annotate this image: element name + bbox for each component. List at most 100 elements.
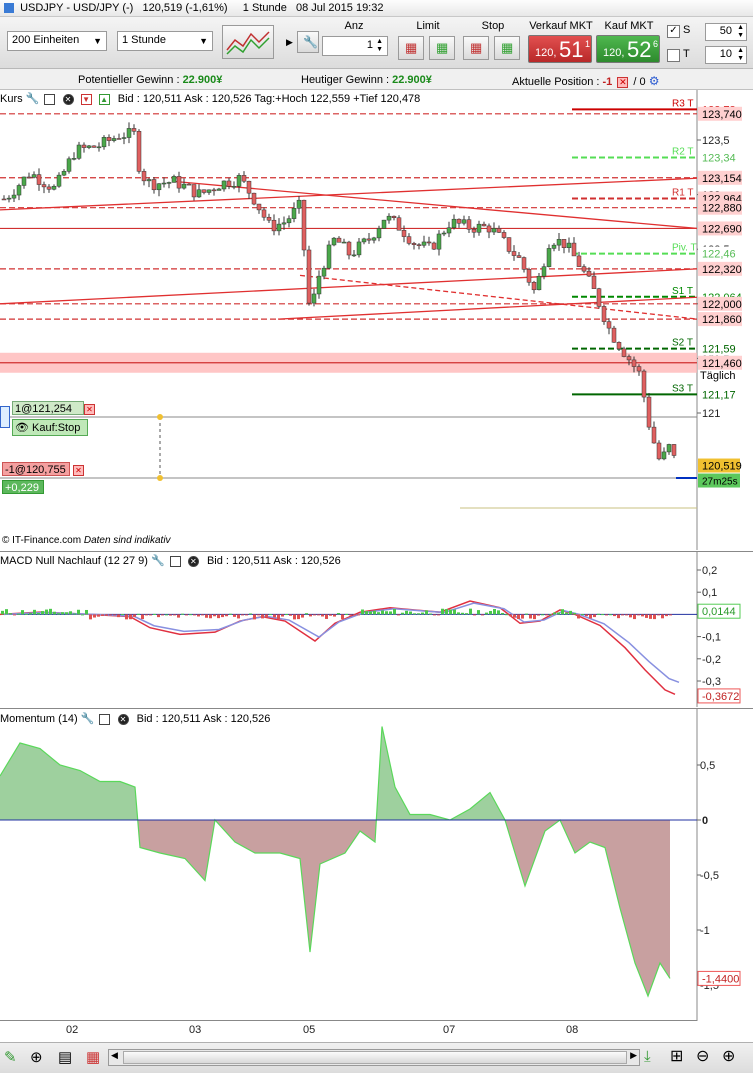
stop-sell-icon: ▦ xyxy=(501,40,514,55)
panel-divider[interactable] xyxy=(0,551,753,552)
macd-histogram-bar xyxy=(233,614,236,617)
target-checkbox[interactable] xyxy=(667,49,680,62)
macd-histogram-bar xyxy=(457,612,460,615)
stop-order-tag[interactable]: 1@121,254 xyxy=(12,401,84,415)
xaxis-label: 05 xyxy=(303,1024,316,1036)
move-up-icon[interactable]: ▲ xyxy=(98,93,110,105)
candle-body xyxy=(571,242,577,257)
stop-buy-button[interactable]: ▦ xyxy=(463,36,489,60)
close-icon[interactable]: ✕ xyxy=(187,555,199,567)
window-icon[interactable] xyxy=(169,555,181,567)
scrollbar-thumb[interactable] xyxy=(123,1051,627,1064)
collapse-arrow-icon[interactable]: ▶ xyxy=(286,37,293,47)
gears-icon[interactable]: ⚙ xyxy=(648,74,660,88)
candle-body xyxy=(191,184,197,198)
autoscroll-icon[interactable]: ⤓ xyxy=(644,1048,651,1065)
units-select[interactable]: 200 Einheiten ▼ xyxy=(7,31,107,51)
candle-body xyxy=(601,306,607,322)
close-icon[interactable]: ✕ xyxy=(117,713,129,725)
candle-body xyxy=(201,189,207,193)
price-level-tag: 123,154 xyxy=(702,173,742,185)
price-level-tag: 121,460 xyxy=(702,358,742,370)
macd-value-tag: 0,0144 xyxy=(702,606,736,618)
potential-gain-label: Potentieller Gewinn : xyxy=(78,74,180,86)
indicator-list-icon[interactable]: ▤ xyxy=(58,1049,73,1066)
macd-histogram-bar xyxy=(17,613,20,615)
s-input[interactable]: 50 ▲ ▼ xyxy=(705,23,747,41)
macd-chart[interactable]: 0,2 0,1 -0,1 -0,2 -0,3 0,0144 -0,3672 xyxy=(0,552,753,707)
spinner-icon[interactable]: ▲ ▼ xyxy=(376,38,383,53)
draw-tool-icon[interactable]: ✎ xyxy=(4,1049,17,1066)
order-list-icon[interactable]: ▦ xyxy=(86,1049,101,1066)
momentum-chart[interactable]: 0,50-0,5-1-1,5-1,4400 xyxy=(0,709,753,1021)
macd-histogram-bar xyxy=(321,614,324,617)
zoom-in-icon[interactable]: ⊕ xyxy=(722,1048,736,1065)
interval-select[interactable]: 1 Stunde ▼ xyxy=(117,31,213,51)
sell-mkt-button[interactable]: 120, 51 1 xyxy=(528,35,592,63)
wrench-icon[interactable]: 🔧 xyxy=(25,93,40,105)
price-bid-ask: Bid : 120,511 Ask : 120,526 Tag:+Hoch 12… xyxy=(117,93,421,105)
macd-histogram-bar xyxy=(205,614,208,618)
candle-body xyxy=(1,198,7,201)
macd-histogram-bar xyxy=(221,614,224,618)
wrench-icon[interactable]: 🔧 xyxy=(151,555,165,567)
candle-body xyxy=(381,219,387,229)
buy-price-big: 52 xyxy=(627,37,652,62)
cancel-order-icon[interactable]: ✕ xyxy=(84,404,95,415)
crosshair-icon[interactable]: ⊕ xyxy=(30,1049,43,1066)
macd-histogram-bar xyxy=(365,611,368,615)
t-input[interactable]: 10 ▲ ▼ xyxy=(705,46,747,64)
zoom-fit-icon[interactable]: ⊞ xyxy=(670,1048,684,1065)
stop-order-type[interactable]: 👁 Kauf:Stop xyxy=(12,419,88,436)
zoom-out-icon[interactable]: ⊖ xyxy=(696,1048,710,1065)
macd-axis-label: -0,2 xyxy=(702,654,721,666)
panel-divider[interactable] xyxy=(0,708,753,709)
momentum-panel-title: Momentum (14) xyxy=(0,713,78,725)
momentum-axis-label: 0 xyxy=(702,815,708,827)
macd-histogram-bar xyxy=(217,614,220,619)
countdown-tag: 27m25s xyxy=(702,477,738,488)
anz-input[interactable]: 1 ▲ ▼ xyxy=(322,36,388,56)
momentum-bid-ask: Bid : 120,511 Ask : 120,526 xyxy=(136,713,271,725)
candle-body xyxy=(336,237,342,243)
close-position-icon[interactable]: ✕ xyxy=(73,465,84,476)
buy-mkt-button[interactable]: 120, 52 6 xyxy=(596,35,660,63)
macd-histogram-bar xyxy=(425,610,428,615)
stop-checkbox[interactable]: ✓ xyxy=(667,25,680,38)
window-icon[interactable] xyxy=(99,713,111,725)
limit-sell-button[interactable]: ▦ xyxy=(429,36,455,60)
price-level-tag-bg xyxy=(698,387,742,402)
move-down-icon[interactable]: ▼ xyxy=(80,93,92,105)
candle-body xyxy=(581,266,587,272)
time-scrollbar[interactable]: ◀ ▶ xyxy=(108,1049,640,1066)
momentum-value-tag: -1,4400 xyxy=(702,973,739,985)
macd-histogram-bar xyxy=(353,614,356,616)
close-position-icon[interactable]: ✕ xyxy=(617,76,629,88)
macd-histogram-bar xyxy=(141,614,144,620)
chart-type-button[interactable] xyxy=(222,25,274,59)
macd-histogram-bar xyxy=(657,614,660,616)
scroll-right-icon[interactable]: ▶ xyxy=(630,1050,637,1060)
limit-buy-button[interactable]: ▦ xyxy=(398,36,424,60)
wrench-icon[interactable]: 🔧 xyxy=(80,713,95,725)
candle-body xyxy=(71,158,77,160)
macd-histogram-bar xyxy=(593,614,596,618)
window-icon[interactable] xyxy=(44,93,56,105)
macd-histogram-bar xyxy=(61,612,64,615)
candle-body xyxy=(626,356,632,361)
stop-label: Stop xyxy=(481,20,505,32)
stop-sell-button[interactable]: ▦ xyxy=(494,36,520,60)
close-icon[interactable]: ✕ xyxy=(62,93,74,105)
candle-body xyxy=(166,182,172,184)
candle-body xyxy=(76,144,82,159)
wrench-button[interactable]: 🔧 xyxy=(297,31,319,53)
drag-handle-icon[interactable] xyxy=(0,406,10,428)
candle-body xyxy=(356,241,362,256)
macd-histogram-bar xyxy=(189,614,192,616)
s-label: S xyxy=(683,24,691,36)
spinner-icon[interactable]: ▲ ▼ xyxy=(737,47,744,62)
position-tag[interactable]: -1@120,755 xyxy=(2,462,70,476)
scroll-left-icon[interactable]: ◀ xyxy=(111,1050,118,1060)
spinner-icon[interactable]: ▲ ▼ xyxy=(737,24,744,39)
